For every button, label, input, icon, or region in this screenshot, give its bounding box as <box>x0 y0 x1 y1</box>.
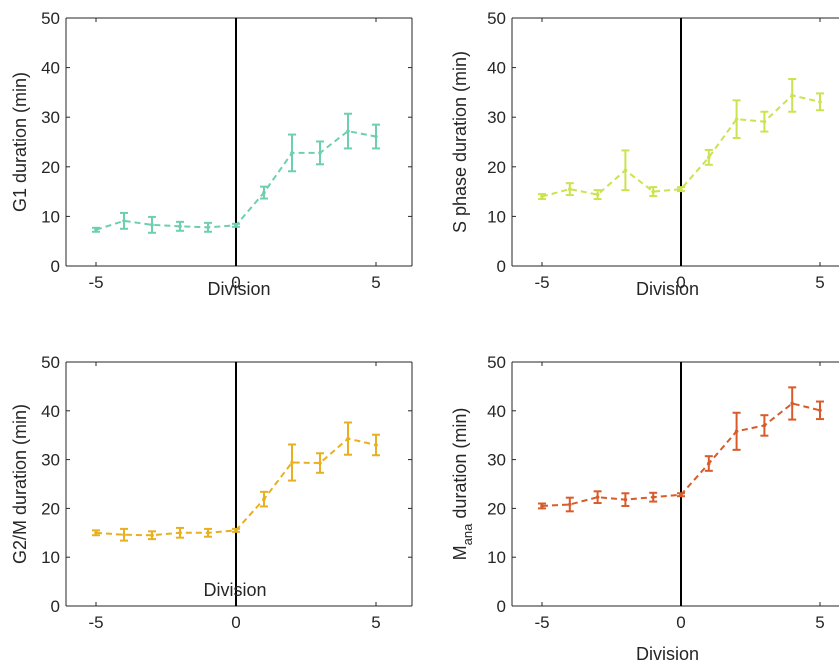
data-point <box>318 461 322 465</box>
y-tick-label: 50 <box>487 353 506 372</box>
data-point <box>262 497 266 501</box>
data-point <box>790 401 794 406</box>
data-point <box>374 443 378 447</box>
data-point <box>595 192 600 197</box>
y-tick-label: 20 <box>487 158 506 177</box>
data-point <box>178 224 182 229</box>
data-point <box>790 93 794 98</box>
chart-panel-3: 0 10 20 30 40 50 -5 0 5 Division G2/M duration (mi… <box>10 353 413 632</box>
data-point <box>734 429 739 434</box>
x-tick-label: 5 <box>815 613 824 632</box>
data-point <box>595 495 600 499</box>
data-point <box>178 531 182 535</box>
data-point <box>290 460 294 465</box>
y-axis-title: Mana duration (min) <box>450 408 475 561</box>
x-tick-label: -5 <box>88 273 103 292</box>
data-point <box>762 119 767 124</box>
division-annotation: Division <box>203 580 266 600</box>
y-tick-label: 50 <box>41 353 60 372</box>
data-point <box>206 531 210 535</box>
y-tick-label: 10 <box>487 207 506 226</box>
data-point <box>679 187 683 191</box>
y-tick-label: 50 <box>487 9 506 28</box>
y-tick-label: 40 <box>41 59 60 78</box>
data-point <box>540 194 544 199</box>
data-point <box>818 100 822 104</box>
y-tick-label: 40 <box>487 402 506 421</box>
data-point <box>94 227 98 232</box>
y-tick-label: 10 <box>41 207 60 226</box>
data-point <box>679 492 683 497</box>
y-tick-label: 10 <box>41 548 60 567</box>
chart-panel-2: 0 10 20 30 40 50 -5 0 5 Division S phase duration … <box>450 9 839 299</box>
y-axis-title: G1 duration (min) <box>10 72 30 212</box>
x-axis-title: Division <box>636 279 699 299</box>
y-tick-label: 0 <box>51 257 60 276</box>
data-point <box>122 219 126 223</box>
data-point <box>651 189 655 194</box>
y-tick-label: 0 <box>497 257 506 276</box>
data-point <box>623 497 628 502</box>
y-tick-label: 40 <box>41 402 60 421</box>
x-tick-label: -5 <box>534 613 549 632</box>
x-axis-title: Division <box>207 279 270 299</box>
data-point <box>150 223 154 227</box>
data-point <box>374 134 378 139</box>
data-point <box>540 504 544 508</box>
x-tick-label: 5 <box>371 273 380 292</box>
y-axis-title: G2/M duration (min) <box>10 404 30 564</box>
data-point <box>122 532 126 537</box>
x-tick-label: -5 <box>88 613 103 632</box>
data-point <box>568 502 572 507</box>
data-point <box>623 168 628 173</box>
y-tick-label: 0 <box>51 597 60 616</box>
y-tick-label: 20 <box>41 499 60 518</box>
data-point <box>346 436 350 441</box>
data-point <box>346 129 350 133</box>
y-tick-label: 40 <box>487 59 506 78</box>
x-tick-label: 5 <box>371 613 380 632</box>
chart-panel-1: 0 10 20 30 40 50 -5 0 5 Division G1 duration (min) <box>10 9 413 299</box>
y-tick-label: 10 <box>487 548 506 567</box>
data-point <box>150 533 154 538</box>
data-point <box>234 223 238 228</box>
data-point <box>707 461 711 466</box>
y-axis-title: S phase duration (min) <box>450 51 470 233</box>
y-tick-label: 30 <box>487 108 506 127</box>
data-point <box>818 408 822 413</box>
x-tick-label: 0 <box>231 613 240 632</box>
y-tick-label: 30 <box>487 451 506 470</box>
y-tick-label: 20 <box>487 499 506 518</box>
data-point <box>262 190 266 195</box>
y-tick-label: 20 <box>41 158 60 177</box>
data-point <box>318 151 322 155</box>
x-tick-label: 0 <box>231 273 240 292</box>
data-point <box>651 495 655 499</box>
chart-panel-4: 0 10 20 30 40 50 -5 0 5 Division Mana duration (mi… <box>450 353 839 664</box>
y-tick-label: 30 <box>41 108 60 127</box>
x-tick-label: 0 <box>676 273 685 292</box>
data-point <box>568 187 572 191</box>
data-point <box>94 531 98 535</box>
y-tick-label: 0 <box>497 597 506 616</box>
y-tick-label: 50 <box>41 9 60 28</box>
x-tick-label: 0 <box>676 613 685 632</box>
x-axis-title: Division <box>636 644 699 664</box>
data-point <box>734 117 739 121</box>
x-tick-label: -5 <box>534 273 549 292</box>
data-point <box>707 155 711 160</box>
data-point <box>290 151 294 155</box>
y-tick-label: 30 <box>41 451 60 470</box>
data-point <box>234 528 238 533</box>
x-tick-label: 5 <box>815 273 824 292</box>
data-point <box>206 225 210 230</box>
data-point <box>762 423 767 428</box>
